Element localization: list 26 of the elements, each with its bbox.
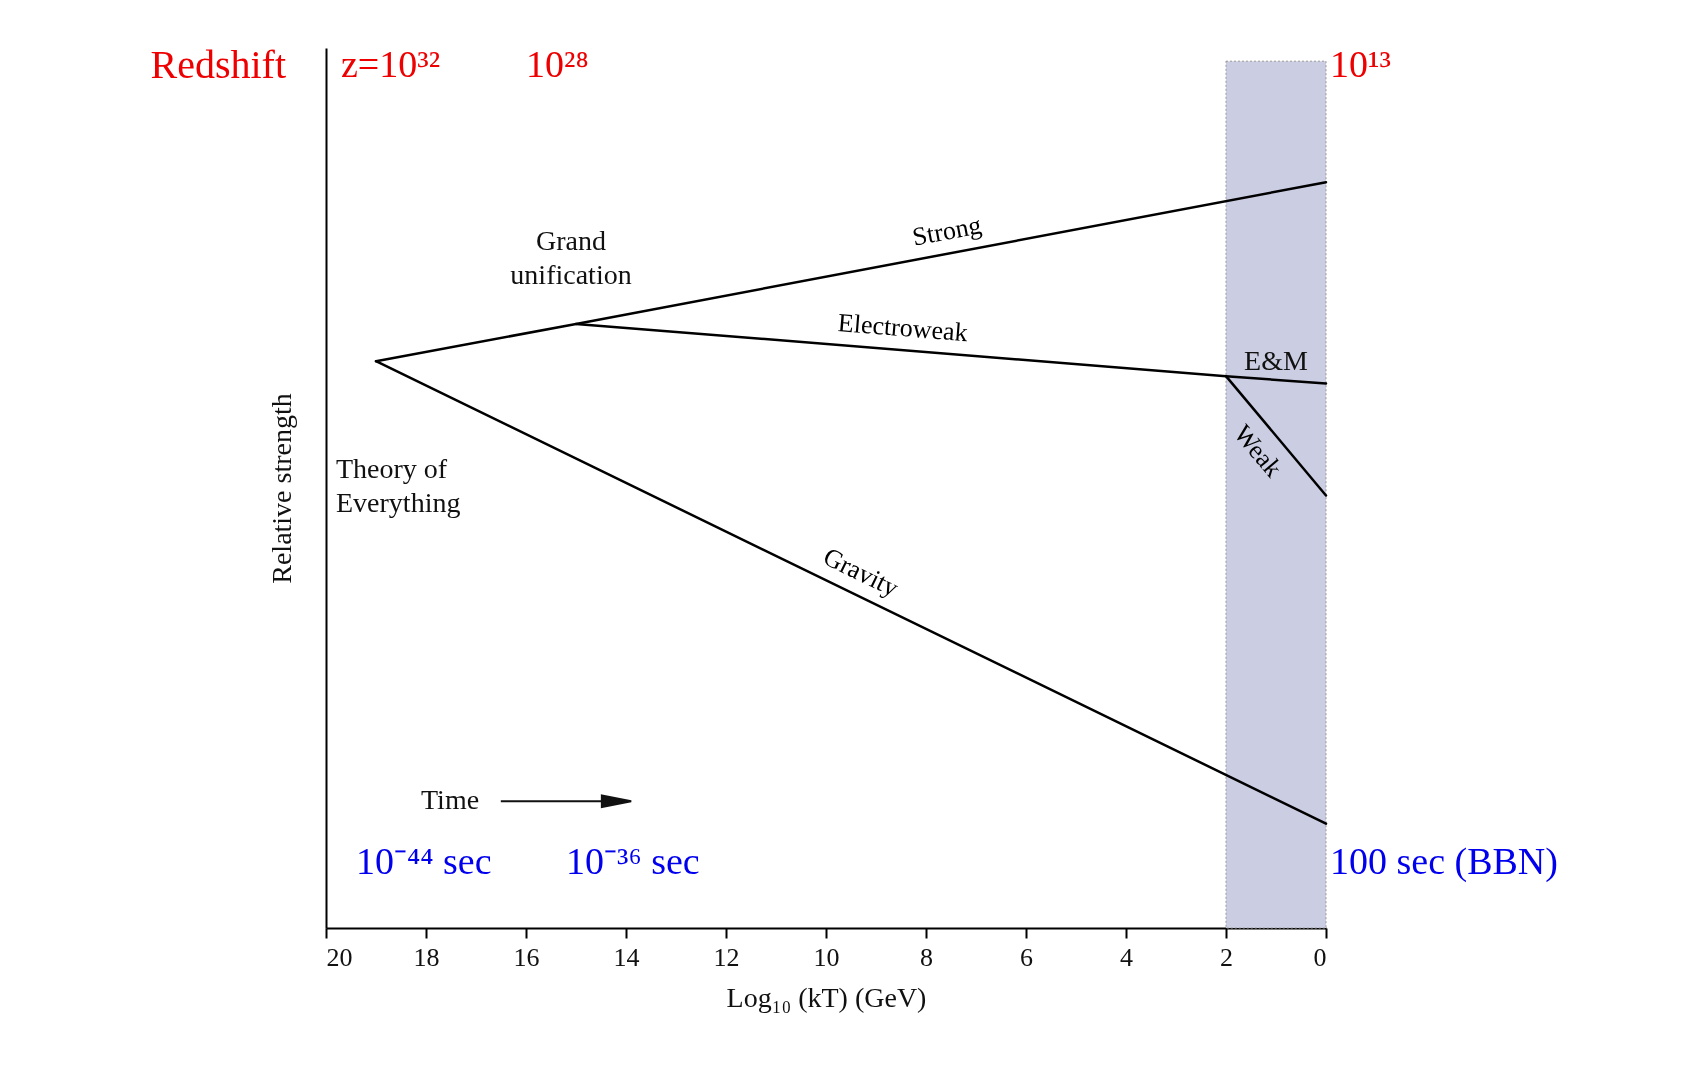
y-axis-title: Relative strength [265, 393, 297, 584]
annotation: E&M [1244, 344, 1308, 376]
annotation: Theory of Everything [336, 453, 461, 519]
x-tick-label: 12 [713, 942, 740, 972]
text: 100 sec (BBN) [1330, 839, 1558, 883]
annotation: Time [421, 784, 480, 816]
x-tick-label: 8 [920, 942, 933, 972]
text: Redshift [150, 41, 286, 87]
text: 10²⁸ [526, 42, 589, 85]
annotation: Grand unification [510, 224, 632, 290]
x-tick-label: 18 [413, 942, 440, 972]
x-tick-label: 6 [1020, 942, 1033, 972]
x-tick-label: 20 [326, 942, 353, 972]
series-label: Electroweak [836, 307, 969, 348]
x-tick-label: 16 [513, 942, 540, 972]
x-axis-title: Log₁₀ (kT) (GeV) [726, 981, 927, 1013]
x-tick-label: 10 [813, 942, 840, 972]
x-tick-label: 2 [1220, 942, 1233, 972]
text: 10¹³ [1330, 42, 1391, 85]
x-tick-label: 14 [613, 942, 640, 972]
x-tick-label: 4 [1120, 942, 1133, 972]
x-tick-label: 0 [1313, 942, 1327, 972]
text: Strong [910, 210, 984, 252]
text: z=10³² [341, 42, 441, 85]
annotation: 10⁻³⁶ sec [566, 839, 700, 882]
annotation: 10⁻⁴⁴ sec [356, 839, 492, 882]
